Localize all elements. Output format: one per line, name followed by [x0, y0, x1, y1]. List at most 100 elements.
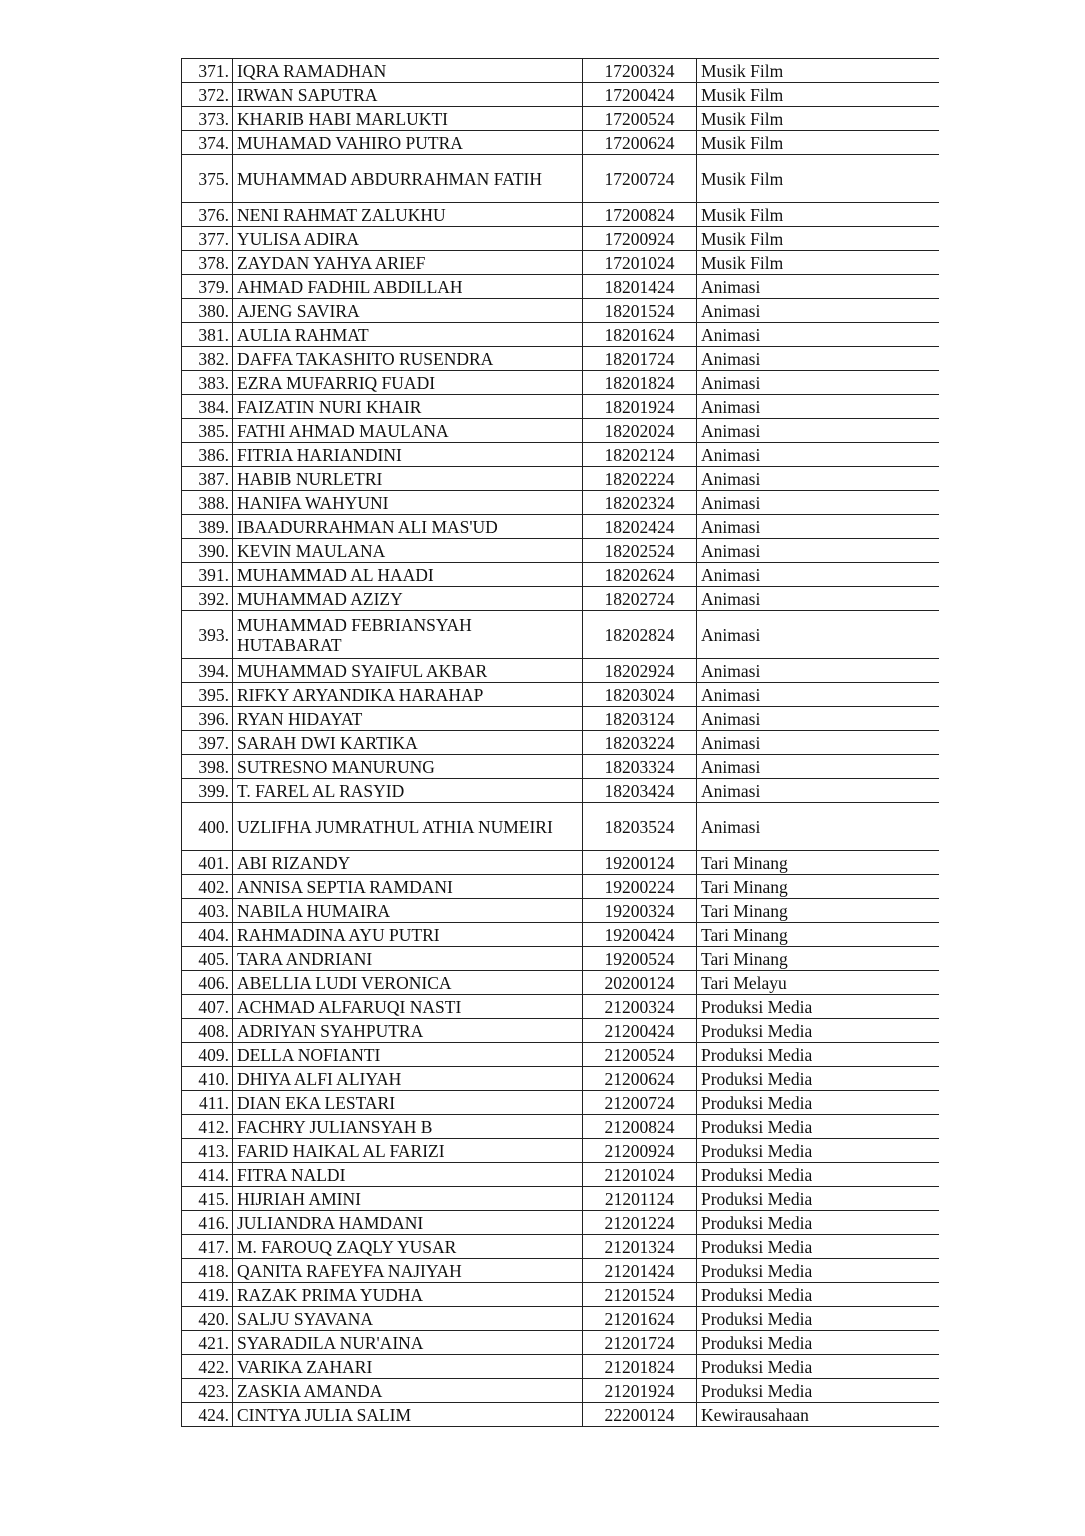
- student-id: 21201324: [582, 1234, 697, 1259]
- table-row: 393. MUHAMMAD FEBRIANSYAH HUTABARAT 182028…: [181, 610, 939, 659]
- row-number: 412.: [181, 1114, 233, 1139]
- table-row: 412. FACHRY JULIANSYAH B 21200824 Produksi …: [181, 1114, 939, 1139]
- program-name: Animasi: [696, 466, 939, 491]
- table-row: 375. MUHAMMAD ABDURRAHMAN FATIH 17200724 Mu…: [181, 154, 939, 203]
- program-name: Tari Minang: [696, 898, 939, 923]
- row-number: 421.: [181, 1330, 233, 1355]
- student-id: 17201024: [582, 250, 697, 275]
- student-name: RIFKY ARYANDIKA HARAHAP: [232, 682, 583, 707]
- student-id: 19200524: [582, 946, 697, 971]
- row-number: 371.: [181, 58, 233, 83]
- program-name: Animasi: [696, 754, 939, 779]
- student-id: 21200724: [582, 1090, 697, 1115]
- program-name: Tari Minang: [696, 946, 939, 971]
- row-number: 401.: [181, 850, 233, 875]
- row-number: 374.: [181, 130, 233, 155]
- program-name: Animasi: [696, 586, 939, 611]
- student-name: ZASKIA AMANDA: [232, 1378, 583, 1403]
- table-row: 414. FITRA NALDI 21201024 Produksi Media: [181, 1162, 939, 1187]
- student-name: ADRIYAN SYAHPUTRA: [232, 1018, 583, 1043]
- table-row: 390. KEVIN MAULANA 18202524 Animasi: [181, 538, 939, 563]
- student-name: KEVIN MAULANA: [232, 538, 583, 563]
- program-name: Animasi: [696, 346, 939, 371]
- row-number: 416.: [181, 1210, 233, 1235]
- table-row: 402. ANNISA SEPTIA RAMDANI 19200224 Tari Mi…: [181, 874, 939, 899]
- student-name: IRWAN SAPUTRA: [232, 82, 583, 107]
- row-number: 417.: [181, 1234, 233, 1259]
- table-row: 378. ZAYDAN YAHYA ARIEF 17201024 Musik Film: [181, 250, 939, 275]
- student-name: MUHAMMAD SYAIFUL AKBAR: [232, 658, 583, 683]
- student-id: 21200524: [582, 1042, 697, 1067]
- row-number: 404.: [181, 922, 233, 947]
- student-name: EZRA MUFARRIQ FUADI: [232, 370, 583, 395]
- row-number: 397.: [181, 730, 233, 755]
- row-number: 402.: [181, 874, 233, 899]
- program-name: Animasi: [696, 514, 939, 539]
- program-name: Animasi: [696, 682, 939, 707]
- program-name: Produksi Media: [696, 1258, 939, 1283]
- table-row: 410. DHIYA ALFI ALIYAH 21200624 Produksi Me…: [181, 1066, 939, 1091]
- student-name: SUTRESNO MANURUNG: [232, 754, 583, 779]
- table-row: 386. FITRIA HARIANDINI 18202124 Animasi: [181, 442, 939, 467]
- program-name: Produksi Media: [696, 1162, 939, 1187]
- row-number: 409.: [181, 1042, 233, 1067]
- student-id: 21201824: [582, 1354, 697, 1379]
- student-name: YULISA ADIRA: [232, 226, 583, 251]
- student-id: 17200524: [582, 106, 697, 131]
- program-name: Animasi: [696, 370, 939, 395]
- program-name: Produksi Media: [696, 1090, 939, 1115]
- row-number: 419.: [181, 1282, 233, 1307]
- table-row: 422. VARIKA ZAHARI 21201824 Produksi Media: [181, 1354, 939, 1379]
- student-name: UZLIFHA JUMRATHUL ATHIA NUMEIRI: [232, 802, 583, 851]
- student-name: QANITA RAFEYFA NAJIYAH: [232, 1258, 583, 1283]
- row-number: 413.: [181, 1138, 233, 1163]
- table-row: 400. UZLIFHA JUMRATHUL ATHIA NUMEIRI 18203…: [181, 802, 939, 851]
- student-name: JULIANDRA HAMDANI: [232, 1210, 583, 1235]
- student-id: 19200224: [582, 874, 697, 899]
- student-name: HABIB NURLETRI: [232, 466, 583, 491]
- table-row: 371. IQRA RAMADHAN 17200324 Musik Film: [181, 58, 939, 83]
- student-name: DIAN EKA LESTARI: [232, 1090, 583, 1115]
- program-name: Produksi Media: [696, 1354, 939, 1379]
- student-id: 20200124: [582, 970, 697, 995]
- program-name: Produksi Media: [696, 994, 939, 1019]
- program-name: Animasi: [696, 802, 939, 851]
- student-name: M. FAROUQ ZAQLY YUSAR: [232, 1234, 583, 1259]
- table-row: 415. HIJRIAH AMINI 21201124 Produksi Media: [181, 1186, 939, 1211]
- table-row: 391. MUHAMMAD AL HAADI 18202624 Animasi: [181, 562, 939, 587]
- row-number: 373.: [181, 106, 233, 131]
- program-name: Animasi: [696, 706, 939, 731]
- row-number: 398.: [181, 754, 233, 779]
- row-number: 394.: [181, 658, 233, 683]
- program-name: Produksi Media: [696, 1330, 939, 1355]
- student-name: IQRA RAMADHAN: [232, 58, 583, 83]
- student-name: MUHAMMAD AL HAADI: [232, 562, 583, 587]
- row-number: 415.: [181, 1186, 233, 1211]
- row-number: 424.: [181, 1402, 233, 1427]
- program-name: Produksi Media: [696, 1378, 939, 1403]
- program-name: Tari Melayu: [696, 970, 939, 995]
- row-number: 407.: [181, 994, 233, 1019]
- student-id: 21200824: [582, 1114, 697, 1139]
- student-name: KHARIB HABI MARLUKTI: [232, 106, 583, 131]
- student-id: 18203224: [582, 730, 697, 755]
- table-row: 397. SARAH DWI KARTIKA 18203224 Animasi: [181, 730, 939, 755]
- student-id: 17200324: [582, 58, 697, 83]
- program-name: Animasi: [696, 778, 939, 803]
- program-name: Produksi Media: [696, 1210, 939, 1235]
- program-name: Musik Film: [696, 250, 939, 275]
- student-name: SARAH DWI KARTIKA: [232, 730, 583, 755]
- student-id: 21201224: [582, 1210, 697, 1235]
- row-number: 372.: [181, 82, 233, 107]
- student-name: ABELLIA LUDI VERONICA: [232, 970, 583, 995]
- program-name: Produksi Media: [696, 1066, 939, 1091]
- table-row: 384. FAIZATIN NURI KHAIR 18201924 Animasi: [181, 394, 939, 419]
- student-id: 18203024: [582, 682, 697, 707]
- student-name: DHIYA ALFI ALIYAH: [232, 1066, 583, 1091]
- program-name: Musik Film: [696, 106, 939, 131]
- student-id: 18201724: [582, 346, 697, 371]
- program-name: Animasi: [696, 562, 939, 587]
- program-name: Musik Film: [696, 154, 939, 203]
- row-number: 393.: [181, 610, 233, 659]
- student-name: NENI RAHMAT ZALUKHU: [232, 202, 583, 227]
